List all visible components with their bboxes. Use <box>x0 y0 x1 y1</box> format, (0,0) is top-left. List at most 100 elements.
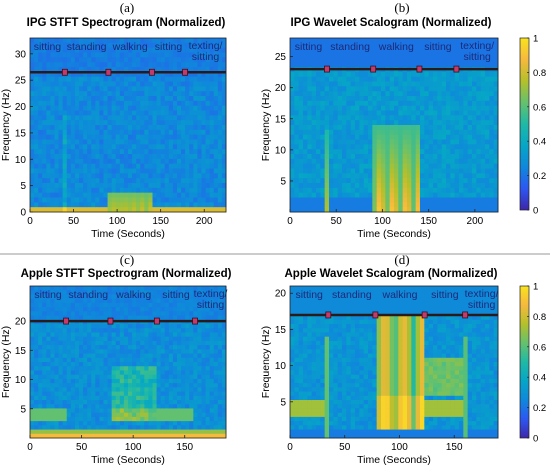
heatmap-cell <box>459 134 464 140</box>
heatmap-cell <box>128 144 133 150</box>
heatmap-cell <box>181 158 186 165</box>
heatmap-cell <box>123 311 129 317</box>
heatmap-cell <box>454 115 460 121</box>
heatmap-cell <box>74 187 80 194</box>
heatmap-cell <box>424 192 430 198</box>
heatmap-cell <box>38 129 43 136</box>
heatmap-cell <box>111 57 117 63</box>
heatmap-cell <box>450 192 456 198</box>
heatmap-cell <box>316 105 321 111</box>
heatmap-cell <box>389 183 395 189</box>
heatmap-cell <box>381 158 386 165</box>
heatmap-cell <box>355 207 360 213</box>
heatmap-cell <box>463 38 469 44</box>
heatmap-cell <box>407 38 412 44</box>
heatmap-cell <box>152 328 158 333</box>
heatmap-cell <box>168 81 174 87</box>
heatmap-cell <box>123 168 129 174</box>
heatmap-cell <box>172 416 178 422</box>
heatmap-cell <box>156 425 162 431</box>
heatmap-cell <box>123 408 129 414</box>
heatmap-cell <box>389 71 395 78</box>
heatmap-cell <box>189 178 194 184</box>
heatmap-cell <box>221 125 227 131</box>
heatmap-cell <box>217 110 223 116</box>
heatmap-cell <box>189 62 194 68</box>
heatmap-cell <box>58 62 64 68</box>
activity-label: texting/ <box>460 40 494 52</box>
heatmap-cell <box>156 328 162 333</box>
heatmap-cell <box>217 47 223 53</box>
heatmap-cell <box>407 207 412 213</box>
heatmap-cell <box>181 328 186 333</box>
heatmap-cell <box>177 286 182 291</box>
heatmap-cell <box>164 120 170 126</box>
heatmap-cell <box>294 129 300 136</box>
heatmap-cell <box>441 144 447 150</box>
heatmap-cell <box>472 178 477 184</box>
heatmap-cell <box>213 96 219 102</box>
heatmap-cell <box>115 387 121 393</box>
heatmap-cell <box>177 163 182 169</box>
heatmap-cell <box>119 416 125 422</box>
heatmap-cell <box>168 425 174 431</box>
heatmap-cell <box>398 149 404 155</box>
heatmap-cell <box>307 154 313 160</box>
heatmap-cell <box>74 311 80 317</box>
heatmap-cell <box>99 57 104 63</box>
heatmap-cell <box>148 383 153 388</box>
heatmap-cell <box>472 168 477 174</box>
heatmap-cell <box>132 324 137 329</box>
heatmap-cell <box>156 307 162 312</box>
heatmap-cell <box>329 163 334 169</box>
heatmap-cell <box>83 332 88 338</box>
heatmap-cell <box>119 71 125 78</box>
heatmap-cell <box>209 62 215 68</box>
heatmap-cell <box>38 370 43 376</box>
heatmap-cell <box>372 105 378 111</box>
heatmap-cell <box>168 412 174 418</box>
heatmap-cell <box>446 192 451 198</box>
heatmap-cell <box>99 178 104 184</box>
heatmap-cell <box>79 425 84 431</box>
heatmap-cell <box>177 139 182 145</box>
activity-boundary-marker <box>149 68 155 76</box>
heatmap-cell <box>54 429 60 435</box>
heatmap-cell <box>119 298 125 304</box>
heatmap-cell <box>350 96 356 102</box>
heatmap-cell <box>70 38 76 44</box>
heatmap-cell <box>164 42 170 49</box>
heatmap-cell <box>160 345 166 350</box>
heatmap-cell <box>144 307 149 312</box>
heatmap-cell <box>189 144 194 150</box>
heatmap-cell <box>193 158 198 165</box>
heatmap-cell <box>363 100 369 107</box>
heatmap-cell <box>42 183 47 189</box>
heatmap-cell <box>363 154 369 160</box>
heatmap-cell <box>54 370 60 376</box>
heatmap-cell <box>103 192 109 198</box>
heatmap-cell <box>221 115 227 121</box>
heatmap-cell <box>205 178 211 184</box>
heatmap-cell <box>480 57 486 63</box>
heatmap-cell <box>389 163 395 169</box>
heatmap-cell <box>119 383 125 388</box>
heatmap-cell <box>103 412 109 418</box>
heatmap-cell <box>42 187 47 194</box>
heatmap-cell <box>152 125 158 131</box>
heatmap-cell <box>177 110 182 116</box>
heatmap-cell <box>58 433 64 439</box>
heatmap-cell <box>95 362 100 367</box>
heatmap-cell <box>83 207 88 213</box>
heatmap-cell <box>50 290 55 295</box>
heatmap-cell <box>99 187 104 194</box>
heatmap-cell <box>160 307 166 312</box>
heatmap-cell <box>168 202 174 208</box>
heatmap-cell <box>472 42 477 49</box>
heatmap-cell <box>189 366 194 371</box>
heatmap-cell <box>342 38 347 44</box>
heatmap-cell <box>95 120 100 126</box>
heatmap-cell <box>38 100 43 107</box>
heatmap-cell <box>103 76 109 82</box>
heatmap-cell <box>329 158 334 165</box>
